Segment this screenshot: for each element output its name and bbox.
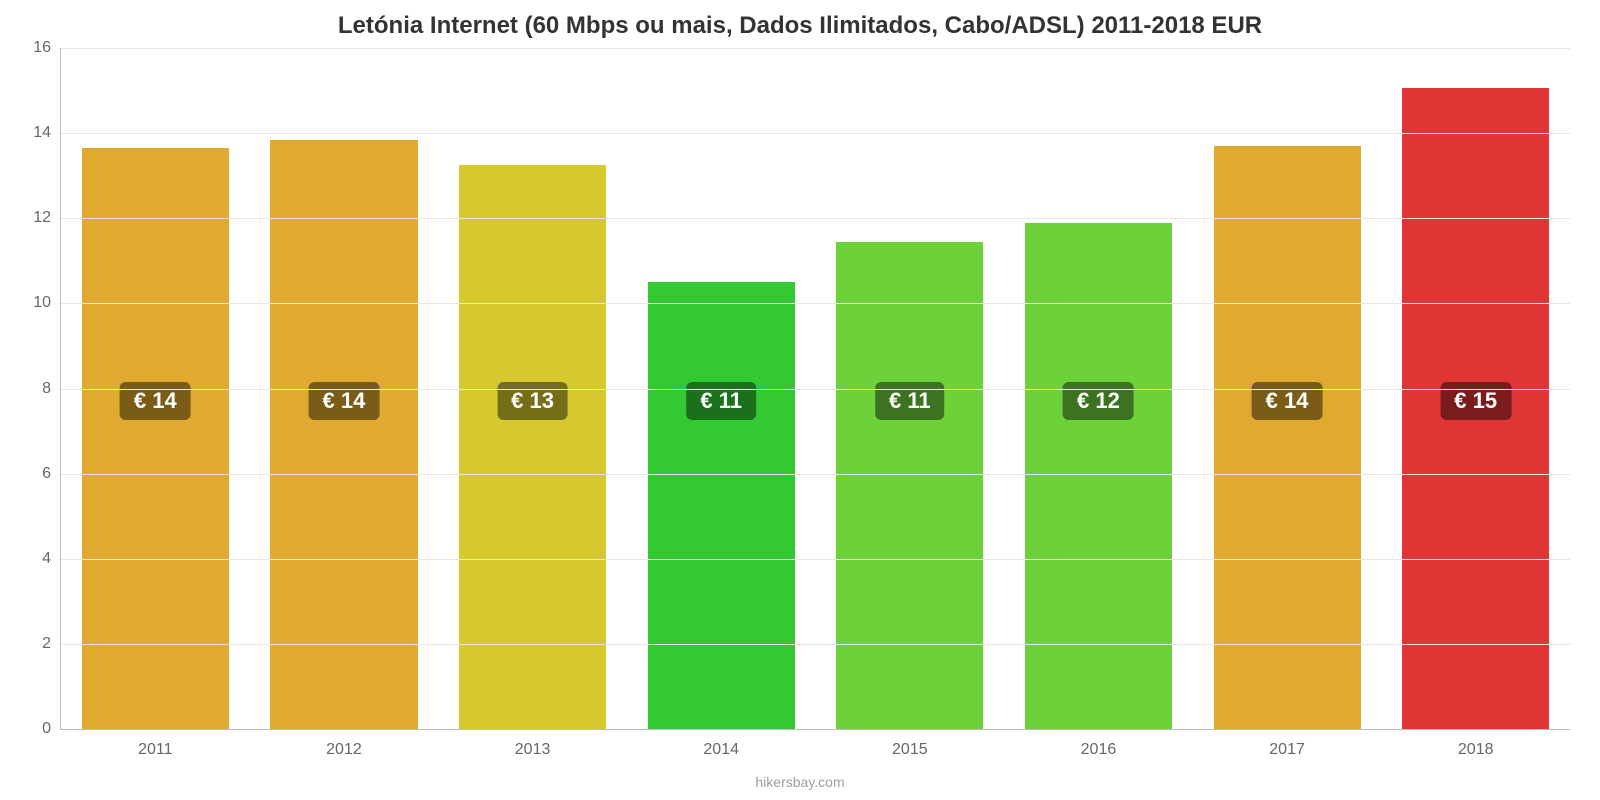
grid-line — [61, 218, 1570, 219]
y-tick-label: 16 — [33, 39, 61, 57]
x-tick-label: 2017 — [1269, 729, 1305, 759]
y-tick-label: 4 — [42, 550, 61, 568]
grid-line — [61, 303, 1570, 304]
bar: € 14 — [1214, 146, 1361, 729]
x-tick-label: 2012 — [326, 729, 362, 759]
bar: € 15 — [1402, 88, 1549, 729]
grid-line — [61, 48, 1570, 49]
x-tick-label: 2014 — [703, 729, 739, 759]
chart-footer: hikersbay.com — [0, 774, 1600, 790]
x-tick-label: 2015 — [892, 729, 928, 759]
x-tick-label: 2013 — [515, 729, 551, 759]
plot-area: € 142011€ 142012€ 132013€ 112014€ 112015… — [60, 48, 1570, 730]
grid-line — [61, 474, 1570, 475]
grid-line — [61, 389, 1570, 390]
grid-line — [61, 559, 1570, 560]
y-tick-label: 6 — [42, 465, 61, 483]
y-tick-label: 12 — [33, 209, 61, 227]
bar: € 11 — [836, 242, 983, 729]
grid-line — [61, 644, 1570, 645]
y-tick-label: 10 — [33, 294, 61, 312]
y-tick-label: 0 — [42, 720, 61, 738]
chart-container: Letónia Internet (60 Mbps ou mais, Dados… — [0, 0, 1600, 800]
x-tick-label: 2018 — [1458, 729, 1494, 759]
y-tick-label: 8 — [42, 380, 61, 398]
grid-line — [61, 133, 1570, 134]
chart-title: Letónia Internet (60 Mbps ou mais, Dados… — [0, 0, 1600, 40]
x-tick-label: 2016 — [1081, 729, 1117, 759]
bar: € 12 — [1025, 223, 1172, 729]
bar: € 11 — [648, 282, 795, 729]
bar: € 14 — [270, 140, 417, 729]
y-tick-label: 2 — [42, 635, 61, 653]
bar: € 14 — [82, 148, 229, 729]
y-tick-label: 14 — [33, 124, 61, 142]
x-tick-label: 2011 — [138, 729, 172, 759]
